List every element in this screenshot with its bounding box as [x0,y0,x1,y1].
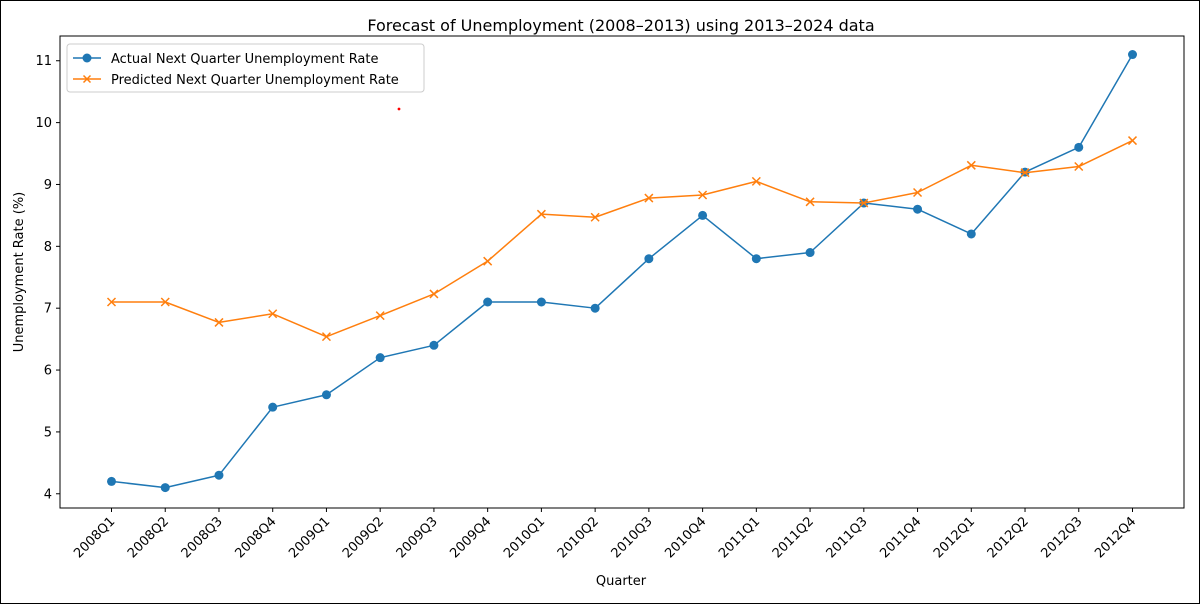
data-point [268,402,278,412]
y-tick-label: 9 [44,178,52,193]
data-point [483,256,493,266]
data-point [751,176,761,186]
x-axis-label: Quarter [596,574,647,589]
data-point [160,297,170,307]
data-point [483,297,493,307]
series-1 [106,136,1138,342]
x-tick-label: 2010Q4 [662,514,709,561]
data-point [805,248,815,258]
plot-area [59,35,1185,509]
data-point [107,476,116,486]
data-point [268,309,278,319]
data-point [590,212,600,222]
data-point [1074,142,1084,152]
y-tick-label: 6 [44,364,52,379]
series-0 [107,50,1137,493]
x-tick-label: 2008Q4 [232,514,279,561]
x-tick-label: 2011Q1 [716,514,763,561]
data-point [321,332,331,342]
x-tick-label: 2012Q3 [1039,514,1086,561]
stray-dot [397,107,401,111]
x-tick-label: 2012Q1 [931,514,978,561]
x-tick-label: 2010Q2 [555,514,602,561]
y-tick-label: 10 [35,116,52,131]
data-point [913,204,923,214]
data-point [1074,161,1084,172]
legend-label-predicted: Predicted Next Quarter Unemployment Rate [111,73,399,88]
data-point [1128,50,1137,60]
data-point [966,229,976,239]
data-point [1127,136,1138,146]
data-point [321,390,331,400]
x-tick-label: 2011Q3 [824,514,871,561]
x-tick-label: 2009Q1 [286,514,333,561]
x-tick-label: 2009Q3 [394,514,441,561]
data-point [751,254,761,264]
data-point [644,254,654,264]
data-point [429,340,439,350]
data-point [805,197,815,207]
data-point [375,353,385,363]
data-point [913,187,923,198]
chart-title: Forecast of Unemployment (2008–2013) usi… [367,16,874,35]
x-tick-label: 2009Q4 [447,514,494,561]
x-tick-label: 2008Q1 [71,514,118,561]
legend-marker-actual [82,53,92,63]
legend-box [66,43,425,93]
y-tick-label: 11 [35,54,52,69]
legend-label-actual: Actual Next Quarter Unemployment Rate [111,52,379,67]
x-tick-label: 2010Q1 [501,514,548,561]
x-axis: 2008Q1 2008Q2 2008Q3 2008Q4 2009Q1 2009Q2 2009… [71,508,1139,561]
x-tick-label: 2012Q2 [985,514,1032,561]
data-point [160,483,170,493]
x-tick-label: 2010Q3 [609,514,656,561]
data-point [375,311,385,321]
y-tick-label: 5 [44,425,52,440]
data-point [1020,168,1030,178]
data-point [106,297,117,307]
series-line [111,139,1133,338]
data-point [698,210,708,220]
y-tick-label: 4 [44,487,52,502]
x-tick-label: 2008Q3 [179,514,226,561]
y-axis: 4 5 6 7 8 9 10 11 [35,54,60,502]
x-tick-label: 2011Q2 [770,514,817,561]
y-tick-label: 8 [44,240,52,255]
data-point [214,317,224,327]
x-tick-label: 2011Q4 [877,514,924,561]
y-axis-label: Unemployment Rate (%) [12,192,27,353]
series-line [111,54,1134,489]
data-point [644,193,654,203]
y-tick-label: 7 [44,302,52,317]
data-point [536,297,546,307]
data-point [536,209,546,219]
data-point [590,303,600,313]
data-point [966,160,976,170]
data-point [698,190,708,200]
series-layer [106,50,1138,493]
x-tick-label: 2008Q2 [125,514,172,561]
legend: Actual Next Quarter Unemployment Rate Pr… [66,43,425,93]
legend-marker-predicted [82,74,92,84]
data-point [214,470,224,480]
x-tick-label: 2012Q4 [1092,514,1139,561]
data-point [429,289,439,299]
x-tick-label: 2009Q2 [340,514,387,561]
data-point [859,198,869,208]
